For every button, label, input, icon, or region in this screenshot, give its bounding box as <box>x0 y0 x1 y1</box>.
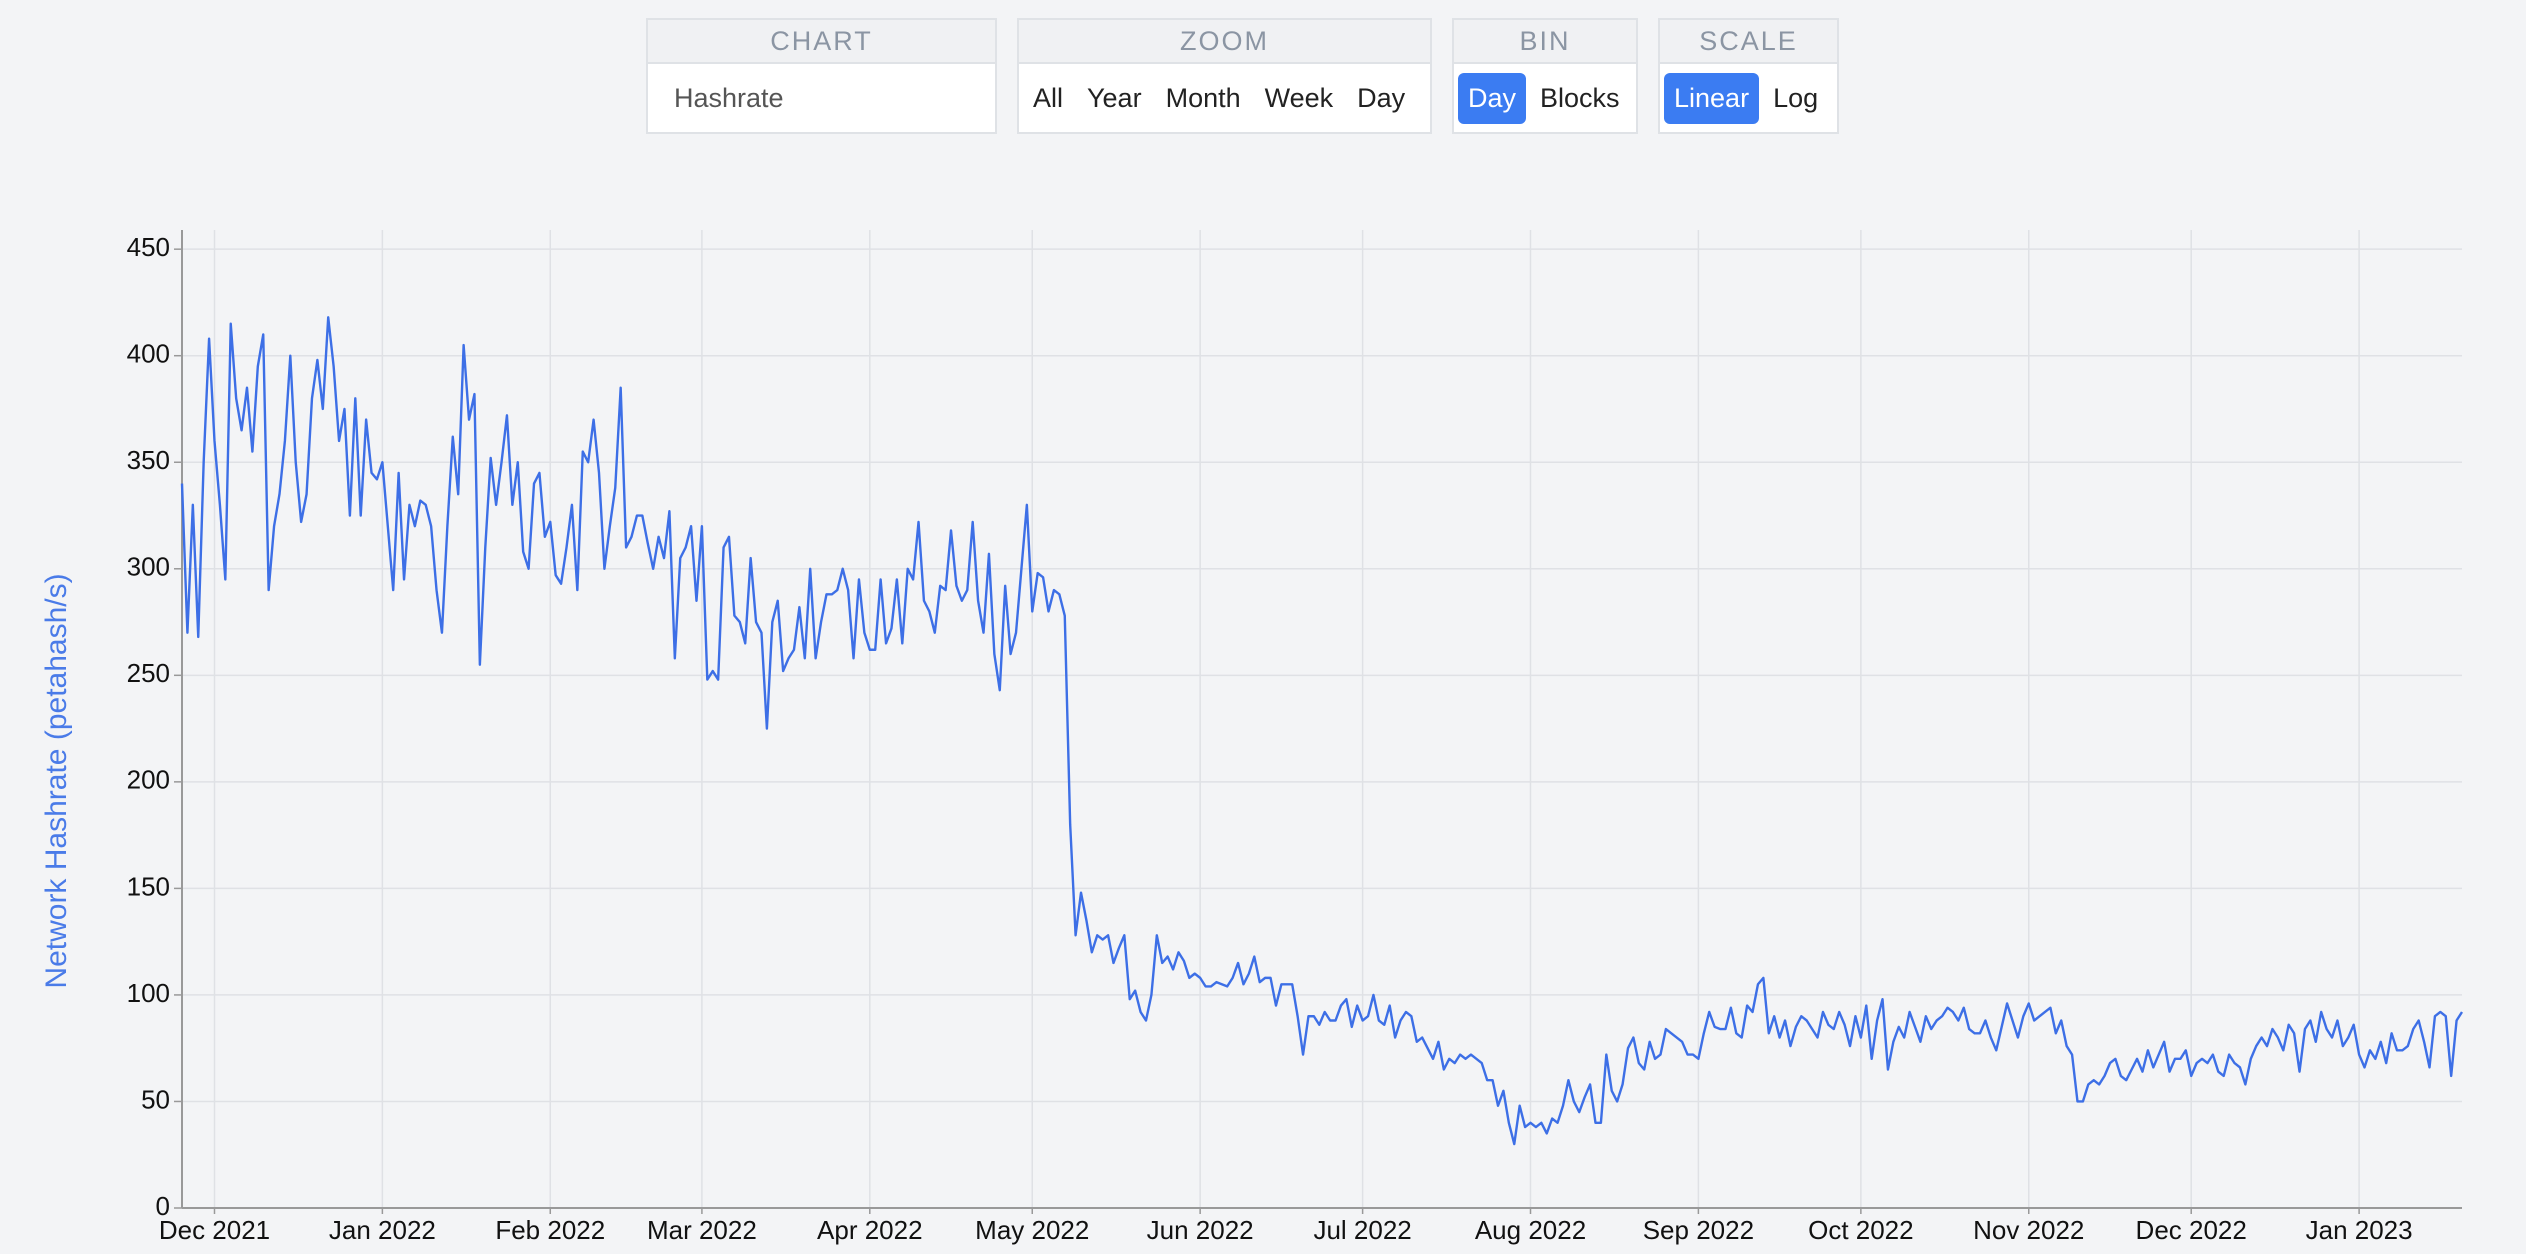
y-tick-label: 350 <box>127 445 170 475</box>
y-tick-label: 250 <box>127 658 170 688</box>
control-body[interactable]: Hashrate <box>648 64 995 132</box>
y-tick-label: 150 <box>127 871 170 901</box>
option-button[interactable]: Log <box>1773 82 1819 113</box>
x-tick-label: May 2022 <box>975 1215 1089 1245</box>
x-tick-label: Dec 2021 <box>159 1215 270 1245</box>
y-tick-label: 300 <box>127 552 170 582</box>
x-tick-label: Nov 2022 <box>1973 1215 2084 1245</box>
control-body: Linear Log <box>1660 64 1837 132</box>
option-button[interactable]: Linear <box>1664 72 1760 124</box>
x-tick-label: Apr 2022 <box>817 1215 923 1245</box>
x-tick-label: Mar 2022 <box>647 1215 757 1245</box>
option-button[interactable]: Blocks <box>1540 82 1620 113</box>
control-group: BIN Day Blocks <box>1452 18 1638 134</box>
y-tick-label: 0 <box>156 1191 170 1221</box>
x-tick-label: Sep 2022 <box>1643 1215 1754 1245</box>
control-group: ZOOM All Year Month Week Day <box>1017 18 1432 134</box>
y-tick-label: 400 <box>127 339 170 369</box>
control-header: CHART <box>648 20 995 64</box>
control-header: BIN <box>1454 20 1636 64</box>
x-tick-label: Dec 2022 <box>2136 1215 2247 1245</box>
option-button[interactable]: Week <box>1264 82 1334 113</box>
x-tick-label: Jul 2022 <box>1313 1215 1411 1245</box>
hashrate-line <box>180 316 2464 1146</box>
x-tick-label: Oct 2022 <box>1808 1215 1914 1245</box>
x-tick-label: Feb 2022 <box>495 1215 605 1245</box>
option-button[interactable]: Year <box>1087 82 1142 113</box>
y-tick-label: 200 <box>127 765 170 795</box>
y-tick-label: 50 <box>141 1084 170 1114</box>
control-body: All Year Month Week Day <box>1019 64 1430 132</box>
x-tick-label: Aug 2022 <box>1475 1215 1586 1245</box>
y-axis-title: Network Hashrate (petahash/s) <box>40 573 73 988</box>
option-button[interactable]: Day <box>1357 82 1406 113</box>
control-header: ZOOM <box>1019 20 1430 64</box>
option-button[interactable]: All <box>1033 82 1064 113</box>
option-button[interactable]: Hashrate <box>674 82 784 113</box>
control-group: CHART Hashrate <box>646 18 997 134</box>
x-tick-label: Jan 2022 <box>329 1215 436 1245</box>
controls: CHART Hashrate ZOOM All Year Month Week Day BIN D… <box>646 18 1839 134</box>
control-body: Day Blocks <box>1454 64 1636 132</box>
x-tick-label: Jun 2022 <box>1147 1215 1254 1245</box>
control-header: SCALE <box>1660 20 1837 64</box>
control-group: SCALE Linear Log <box>1658 18 1839 134</box>
option-button[interactable]: Day <box>1458 72 1527 124</box>
y-tick-label: 450 <box>127 232 170 262</box>
option-button[interactable]: Month <box>1165 82 1241 113</box>
y-tick-label: 100 <box>127 978 170 1008</box>
x-tick-label: Jan 2023 <box>2306 1215 2413 1245</box>
